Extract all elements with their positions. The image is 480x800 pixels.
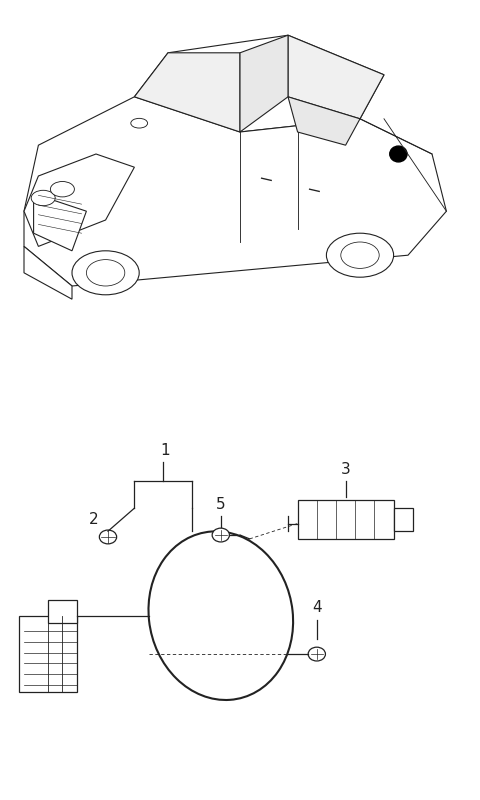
PathPatch shape (134, 53, 240, 132)
Text: 5: 5 (216, 497, 226, 512)
Text: 2: 2 (89, 512, 98, 527)
Ellipse shape (341, 242, 379, 269)
Text: 1: 1 (161, 443, 170, 458)
PathPatch shape (240, 35, 288, 132)
PathPatch shape (24, 154, 134, 246)
PathPatch shape (24, 246, 72, 299)
PathPatch shape (288, 35, 384, 118)
Circle shape (308, 647, 325, 661)
FancyBboxPatch shape (298, 501, 394, 539)
PathPatch shape (34, 194, 86, 250)
Circle shape (99, 530, 117, 544)
PathPatch shape (24, 97, 446, 286)
Ellipse shape (148, 531, 293, 700)
PathPatch shape (134, 35, 384, 132)
Ellipse shape (131, 118, 148, 128)
FancyBboxPatch shape (394, 508, 413, 531)
FancyBboxPatch shape (19, 616, 77, 693)
Ellipse shape (50, 182, 74, 197)
Ellipse shape (326, 234, 394, 278)
Text: 3: 3 (341, 462, 350, 478)
Ellipse shape (72, 250, 139, 294)
Circle shape (212, 528, 229, 542)
PathPatch shape (288, 97, 360, 146)
FancyBboxPatch shape (48, 600, 77, 623)
Circle shape (390, 146, 407, 162)
Ellipse shape (31, 190, 55, 206)
Ellipse shape (86, 259, 125, 286)
Text: 4: 4 (312, 601, 322, 615)
